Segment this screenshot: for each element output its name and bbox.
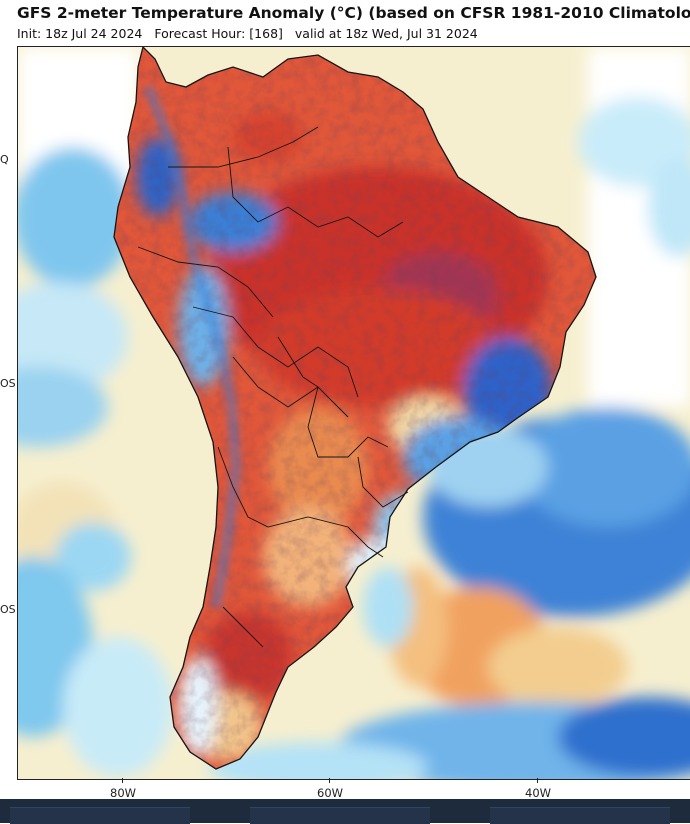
lon-tick-40w — [537, 778, 538, 783]
map-title: GFS 2-meter Temperature Anomaly (°C) (ba… — [17, 4, 690, 22]
forecast-hour: Forecast Hour: [168] — [154, 26, 283, 41]
valid-time: valid at 18z Wed, Jul 31 2024 — [294, 26, 478, 41]
lon-tick-80w — [122, 778, 123, 783]
country-borders — [137, 126, 409, 648]
lat-label-40s: OS — [0, 603, 16, 616]
coastline — [113, 47, 597, 770]
lon-label-40w: 40W — [525, 786, 552, 800]
map-subtitle: Init: 18z Jul 24 2024 Forecast Hour: [16… — [17, 26, 486, 41]
anomaly-map — [17, 46, 690, 780]
lon-label-80w: 80W — [110, 786, 137, 800]
lon-label-60w: 60W — [317, 786, 344, 800]
lat-label-20s: OS — [0, 377, 16, 390]
ocean-anomaly-field — [18, 47, 690, 779]
toolbar-segment[interactable] — [250, 807, 430, 824]
lat-label-equator: Q — [0, 153, 9, 166]
toolbar-segment[interactable] — [490, 807, 670, 824]
toolbar-segment[interactable] — [10, 807, 190, 824]
lon-tick-60w — [329, 778, 330, 783]
map-canvas — [18, 47, 690, 779]
andes-cold-streak — [143, 85, 241, 608]
bottom-toolbar — [0, 799, 690, 824]
init-time: Init: 18z Jul 24 2024 — [17, 26, 143, 41]
